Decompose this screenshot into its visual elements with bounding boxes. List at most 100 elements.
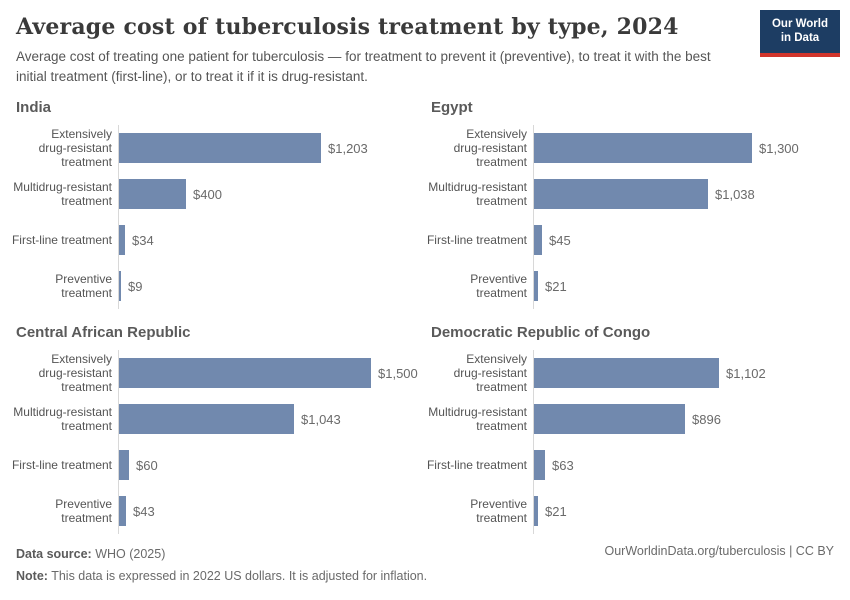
- category-label: First-line treatment: [426, 233, 527, 248]
- value-label: $1,203: [328, 140, 368, 156]
- category-label: First-line treatment: [11, 233, 112, 248]
- value-label: $21: [545, 503, 567, 519]
- page-title: Average cost of tuberculosis treatment b…: [16, 14, 679, 40]
- value-label: $896: [692, 411, 721, 427]
- bar: [534, 133, 752, 164]
- bar: [119, 496, 126, 527]
- bar: [534, 496, 538, 527]
- category-label: Extensively drug-resistant treatment: [453, 126, 527, 170]
- bar-row: Extensively drug-resistant treatment $1,…: [425, 125, 840, 172]
- bar-row: Extensively drug-resistant treatment $1,…: [425, 350, 840, 397]
- bar: [534, 358, 719, 389]
- owid-logo-line1: Our World: [771, 18, 828, 30]
- value-label: $400: [193, 186, 222, 202]
- bar: [534, 450, 545, 481]
- value-label: $45: [549, 232, 571, 248]
- bar-track: $400: [118, 171, 425, 218]
- country-panel: Central African Republic Extensively dru…: [10, 324, 425, 535]
- category-label: Extensively drug-resistant treatment: [453, 351, 527, 395]
- category-label: Preventive treatment: [55, 271, 112, 301]
- panel-title: India: [16, 99, 52, 117]
- bar-row: First-line treatment $60: [10, 442, 425, 489]
- bar: [534, 271, 538, 302]
- panel-title: Democratic Republic of Congo: [431, 324, 651, 342]
- bar-track: $45: [533, 217, 840, 264]
- value-label: $1,300: [759, 140, 799, 156]
- category-label: Preventive treatment: [470, 271, 527, 301]
- value-label: $43: [133, 503, 155, 519]
- bar: [534, 404, 685, 435]
- bar-row: Multidrug-resistant treatment $400: [10, 171, 425, 218]
- bar: [119, 271, 121, 302]
- note-line: Note: This data is expressed in 2022 US …: [16, 566, 427, 588]
- bar-row: Multidrug-resistant treatment $896: [425, 396, 840, 443]
- category-label: Extensively drug-resistant treatment: [38, 351, 112, 395]
- category-label: Preventive treatment: [55, 496, 112, 526]
- note-value: This data is expressed in 2022 US dollar…: [47, 569, 428, 583]
- bar-track: $1,102: [533, 350, 840, 397]
- category-label: Multidrug-resistant treatment: [428, 404, 527, 434]
- bar-track: $34: [118, 217, 425, 264]
- bar-row: Preventive treatment $9: [10, 263, 425, 310]
- chart-subtitle: Average cost of treating one patient for…: [16, 49, 711, 84]
- value-label: $34: [132, 232, 154, 248]
- bar-row: Extensively drug-resistant treatment $1,…: [10, 350, 425, 397]
- bar: [534, 225, 542, 256]
- panel-rows: Extensively drug-resistant treatment $1,…: [425, 125, 840, 310]
- bar-row: Preventive treatment $43: [10, 488, 425, 535]
- bar: [119, 133, 321, 164]
- value-label: $60: [136, 457, 158, 473]
- bar-track: $1,300: [533, 125, 840, 172]
- bar-row: Preventive treatment $21: [425, 263, 840, 310]
- value-label: $9: [128, 278, 143, 294]
- bar-row: First-line treatment $45: [425, 217, 840, 264]
- value-label: $21: [545, 278, 567, 294]
- panels-grid: India Extensively drug-resistant treatme…: [10, 99, 840, 535]
- footer-source-note: Data source: WHO (2025) Note: This data …: [16, 544, 427, 588]
- country-panel: Egypt Extensively drug-resistant treatme…: [425, 99, 840, 310]
- category-label: Multidrug-resistant treatment: [13, 179, 112, 209]
- category-label: Multidrug-resistant treatment: [13, 404, 112, 434]
- bar-track: $1,038: [533, 171, 840, 218]
- bar-track: $60: [118, 442, 425, 489]
- source-line: Data source: WHO (2025): [16, 544, 427, 566]
- country-panel: India Extensively drug-resistant treatme…: [10, 99, 425, 310]
- value-label: $1,102: [726, 365, 766, 381]
- country-panel: Democratic Republic of Congo Extensively…: [425, 324, 840, 535]
- bar-track: $1,043: [118, 396, 425, 443]
- bar-row: Multidrug-resistant treatment $1,038: [425, 171, 840, 218]
- panel-rows: Extensively drug-resistant treatment $1,…: [10, 350, 425, 535]
- bar-row: Multidrug-resistant treatment $1,043: [10, 396, 425, 443]
- bar-row: Preventive treatment $21: [425, 488, 840, 535]
- value-label: $1,043: [301, 411, 341, 427]
- source-value: WHO (2025): [91, 547, 166, 562]
- source-label: Data source:: [16, 547, 92, 562]
- chart-header: Average cost of tuberculosis treatment b…: [10, 10, 840, 86]
- panel-rows: Extensively drug-resistant treatment $1,…: [10, 125, 425, 310]
- note-label: Note:: [16, 569, 48, 583]
- panel-title: Egypt: [431, 99, 473, 117]
- panel-title: Central African Republic: [16, 324, 191, 342]
- category-label: First-line treatment: [426, 458, 527, 473]
- bar-track: $21: [533, 263, 840, 310]
- value-label: $1,500: [378, 365, 418, 381]
- category-label: Preventive treatment: [470, 496, 527, 526]
- bar: [119, 179, 186, 210]
- bar: [119, 450, 129, 481]
- bar-row: Extensively drug-resistant treatment $1,…: [10, 125, 425, 172]
- owid-link[interactable]: OurWorldinData.org/tuberculosis | CC BY: [604, 544, 835, 559]
- bar: [534, 179, 708, 210]
- bar-track: $1,203: [118, 125, 425, 172]
- bar: [119, 358, 371, 389]
- panel-rows: Extensively drug-resistant treatment $1,…: [425, 350, 840, 535]
- owid-logo[interactable]: Our World in Data: [760, 10, 840, 57]
- chart-footer: Data source: WHO (2025) Note: This data …: [10, 544, 840, 588]
- bar-row: First-line treatment $63: [425, 442, 840, 489]
- value-label: $1,038: [715, 186, 755, 202]
- value-label: $63: [552, 457, 574, 473]
- bar-track: $63: [533, 442, 840, 489]
- bar-track: $896: [533, 396, 840, 443]
- bar-track: $21: [533, 488, 840, 535]
- category-label: Multidrug-resistant treatment: [428, 179, 527, 209]
